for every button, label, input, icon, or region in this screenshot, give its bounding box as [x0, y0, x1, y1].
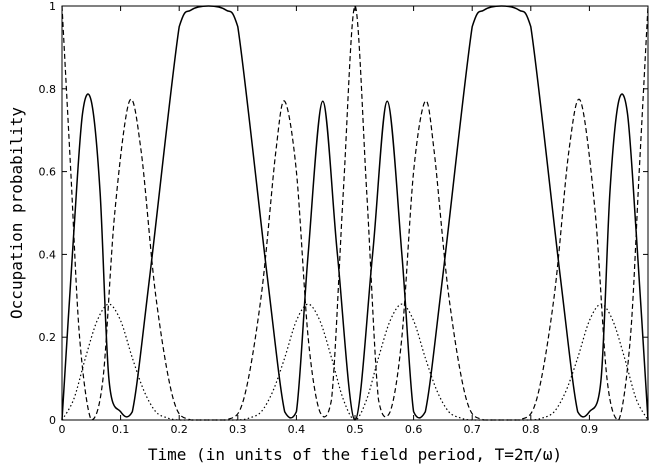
x-tick-label: 0.7 [463, 423, 481, 436]
x-tick-label: 0.1 [112, 423, 130, 436]
x-tick-label: 0 [59, 423, 66, 436]
x-tick-label: 0.5 [346, 423, 364, 436]
y-tick-label: 0.4 [39, 248, 57, 261]
x-tick-label: 0.4 [288, 423, 306, 436]
x-tick-label: 0.6 [405, 423, 423, 436]
series-line-dotted [61, 303, 649, 421]
x-axis-label: Time (in units of the field period, T=2π… [148, 445, 562, 464]
y-tick-label: 0.8 [39, 83, 57, 96]
x-tick-label: 0.2 [170, 423, 188, 436]
y-tick-label: 1 [49, 0, 56, 13]
axis-ticks: 0 0.1 0.2 0.3 0.4 0.5 0.6 0.7 0.8 0.9 0 0.2 0.4 0.6 0.… [39, 0, 648, 436]
x-tick-label: 0.8 [522, 423, 540, 436]
x-tick-label: 0.3 [229, 423, 247, 436]
y-axis-label: Occupation probability [7, 107, 26, 319]
y-tick-label: 0.6 [39, 166, 57, 179]
series-line-solid [61, 5, 649, 421]
plot-lines [61, 5, 649, 421]
x-tick-label: 0.9 [581, 423, 599, 436]
y-tick-label: 0 [49, 414, 56, 427]
plot-frame [61, 5, 649, 421]
y-tick-label: 0.2 [39, 331, 57, 344]
series-line-dashed [61, 5, 649, 421]
